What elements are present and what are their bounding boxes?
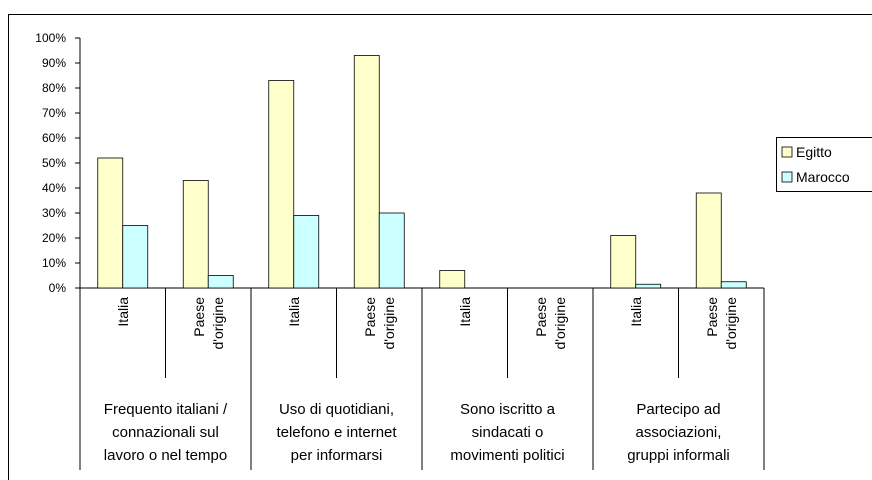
legend-label: Marocco [796,169,850,185]
group-label: associazioni, [636,424,722,441]
bar [293,215,320,289]
group-label: per informarsi [291,447,383,464]
chart-frame [8,14,872,480]
bar [439,270,466,289]
y-tick-label: 0% [49,281,67,295]
category-label: Paese [362,297,378,337]
bar [268,80,295,289]
y-tick-label: 70% [42,106,66,120]
category-label: Italia [457,297,473,327]
bar [720,281,747,289]
bar [610,235,637,289]
y-tick-label: 50% [42,156,66,170]
group-label: Partecipo ad [636,401,720,418]
category-label: Paese [191,297,207,337]
category-label: d'origine [381,297,397,350]
bar [207,275,234,289]
bar [353,55,380,289]
category-label: d'origine [723,297,739,350]
y-tick-label: 20% [42,231,66,245]
group-label: Sono iscritto a [460,401,556,418]
y-tick-label: 10% [42,256,66,270]
category-label: Italia [115,297,131,327]
group-label: Uso di quotidiani, [279,401,394,418]
y-tick-label: 100% [35,31,66,45]
legend-box [776,137,872,192]
group-label: gruppi informali [627,447,730,464]
y-tick-label: 60% [42,131,66,145]
bar [635,283,662,289]
group-label: Frequento italiani / [104,401,228,418]
group-label: connazionali sul [112,424,219,441]
y-tick-label: 40% [42,181,66,195]
group-label: telefono e internet [276,424,397,441]
y-tick-label: 30% [42,206,66,220]
legend-label: Egitto [796,144,832,160]
group-label: lavoro o nel tempo [104,447,227,464]
category-label: Italia [286,297,302,327]
legend-swatch [781,171,793,183]
category-label: Italia [628,297,644,327]
group-label: sindacati o [472,424,544,441]
bar [695,192,722,289]
category-label: Paese [533,297,549,337]
y-tick-label: 90% [42,56,66,70]
category-label: d'origine [210,297,226,350]
category-label: Paese [704,297,720,337]
bar [122,225,149,289]
bar [97,157,124,289]
category-label: d'origine [552,297,568,350]
y-tick-label: 80% [42,81,66,95]
bar [378,212,405,289]
group-label: movimenti politici [450,447,564,464]
bar [182,180,209,289]
legend-swatch [781,146,793,158]
